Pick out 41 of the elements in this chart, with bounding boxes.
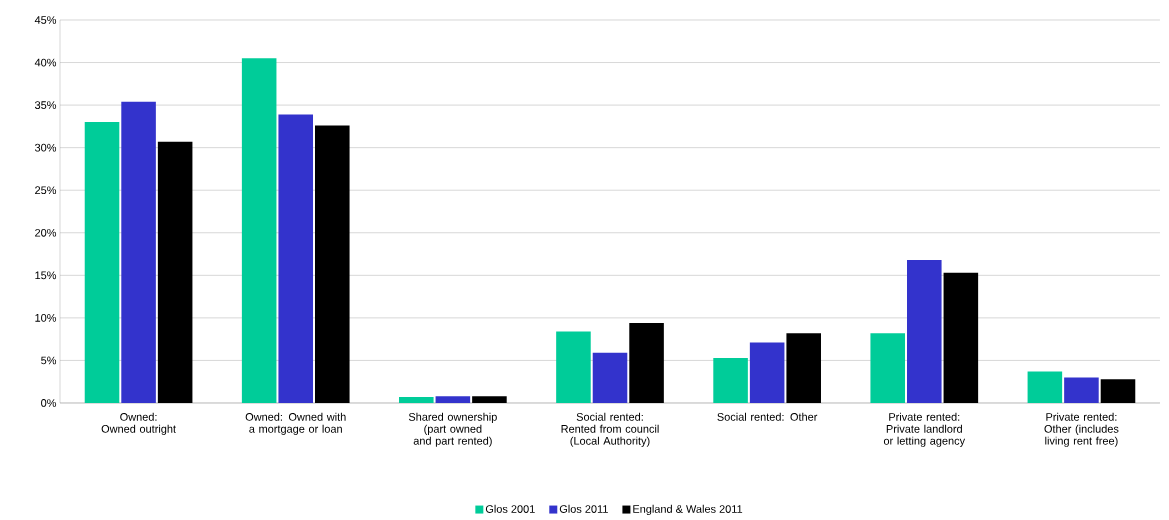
bar <box>84 122 120 403</box>
bar <box>907 260 942 403</box>
bar <box>121 101 156 403</box>
legend-label: Glos 2011 <box>559 504 608 513</box>
x-tick-label: Private rented: Private landlord or letting agency <box>883 412 966 447</box>
x-tick-label: Owned: Owned with a mortgage or loan <box>245 412 346 435</box>
y-tick-label: 35% <box>34 101 57 109</box>
x-tick-label: Private rented: Other (includes living rent free) <box>1044 412 1119 447</box>
bar <box>1064 377 1099 403</box>
bar <box>556 331 591 403</box>
bar <box>399 397 434 403</box>
y-tick-label: 20% <box>35 228 57 237</box>
x-tick-label: Shared ownership (part owned and part rented) <box>408 412 497 447</box>
legend-label: Glos 2001 <box>485 504 535 513</box>
bar <box>472 396 507 403</box>
y-tick-label: 25% <box>35 186 57 195</box>
y-tick-label: 45% <box>34 16 57 24</box>
y-tick-label: 10% <box>35 314 57 322</box>
legend-label: England & Wales 2011 <box>633 504 743 516</box>
bar <box>786 333 821 403</box>
bar <box>870 333 906 403</box>
bar <box>278 114 314 403</box>
x-tick-label: Social rented: Other <box>717 412 818 421</box>
bar <box>1100 379 1136 403</box>
bar <box>1027 371 1063 403</box>
x-tick-label: Social rented: Rented from council (Local Authority) <box>561 412 659 447</box>
y-tick-label: 30% <box>34 143 57 152</box>
bar <box>315 125 350 403</box>
bar <box>749 342 785 403</box>
bar <box>629 322 664 403</box>
y-tick-label: 15% <box>35 271 57 280</box>
y-tick-label: 5% <box>41 356 57 365</box>
bar <box>241 58 277 403</box>
bar <box>713 357 748 403</box>
bar <box>435 396 471 403</box>
x-tick-label: Owned: Owned outright <box>101 412 176 435</box>
bar <box>592 352 628 403</box>
bar <box>157 141 193 403</box>
bar <box>943 272 979 403</box>
y-tick-label: 40% <box>34 58 57 67</box>
y-tick-label: 0% <box>41 399 57 407</box>
